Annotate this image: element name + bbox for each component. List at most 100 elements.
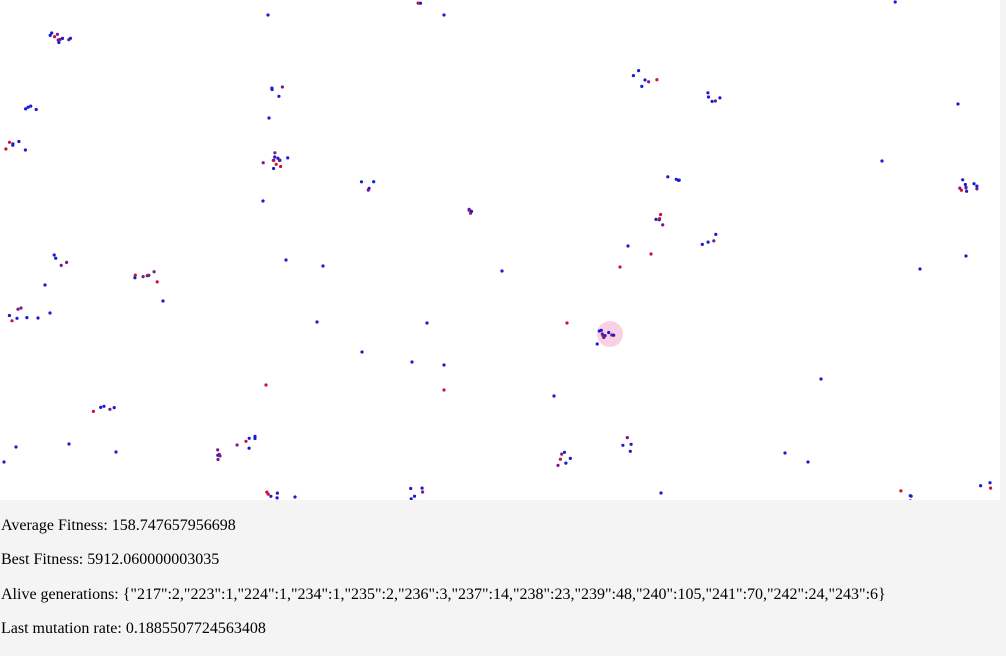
creature-dot bbox=[654, 217, 658, 221]
creature-dot bbox=[649, 252, 653, 256]
creature-dot bbox=[2, 460, 6, 464]
average-fitness-text: Average Fitness: 158.747657956698 bbox=[1, 517, 236, 534]
creature-dot bbox=[114, 450, 118, 454]
creature-dot bbox=[595, 342, 599, 346]
creature-dot bbox=[58, 37, 62, 42]
creature-dot bbox=[91, 409, 95, 413]
creature-dot bbox=[961, 178, 965, 182]
creature-dot bbox=[564, 461, 568, 465]
creature-dot bbox=[806, 460, 810, 464]
creature-dot bbox=[964, 254, 968, 258]
creature-dot bbox=[712, 239, 716, 243]
creature-dot bbox=[272, 166, 276, 171]
creature-dot bbox=[29, 104, 33, 108]
last-mutation-rate-text: Last mutation rate: 0.1885507724563408 bbox=[1, 620, 266, 637]
creature-dot bbox=[469, 209, 474, 213]
creature-dot bbox=[706, 95, 711, 99]
creature-dot bbox=[607, 330, 611, 335]
creature-dot bbox=[710, 99, 714, 103]
creature-dot bbox=[276, 156, 280, 160]
creature-dot bbox=[599, 328, 603, 332]
creature-dot bbox=[146, 273, 150, 277]
best-fitness-text: Best Fitness: 5912.060000003035 bbox=[1, 551, 220, 568]
creature-dot bbox=[893, 0, 897, 4]
creature-dot bbox=[24, 107, 28, 111]
creature-dot bbox=[10, 319, 14, 323]
creature-dot bbox=[274, 162, 278, 166]
creature-dot bbox=[600, 332, 604, 336]
creature-dot bbox=[16, 307, 20, 311]
creature-dot bbox=[284, 258, 288, 262]
creature-dot bbox=[59, 263, 63, 267]
creature-dot bbox=[57, 40, 61, 45]
creature-dot bbox=[410, 360, 414, 364]
creature-dot bbox=[278, 158, 282, 162]
creature-dot bbox=[418, 1, 423, 5]
creature-dot bbox=[359, 180, 364, 184]
creature-dot bbox=[420, 486, 424, 490]
creature-dot bbox=[416, 1, 420, 5]
creature-dot bbox=[629, 442, 633, 446]
creature-dot bbox=[706, 91, 710, 95]
creature-dot bbox=[36, 316, 40, 320]
creature-dot bbox=[48, 33, 52, 38]
creature-dot bbox=[217, 452, 221, 456]
creature-dot bbox=[975, 187, 979, 191]
creature-dot bbox=[425, 321, 429, 325]
creature-dot bbox=[23, 148, 27, 152]
creature-dot bbox=[659, 212, 663, 217]
creature-dot bbox=[700, 242, 704, 246]
creature-dot bbox=[631, 74, 636, 78]
creature-dot bbox=[467, 207, 471, 211]
creature-dot bbox=[43, 283, 47, 287]
creature-dot bbox=[562, 450, 567, 454]
creature-dot bbox=[279, 164, 283, 169]
creature-dot bbox=[321, 264, 325, 268]
creature-dot bbox=[17, 139, 21, 144]
creature-dot bbox=[11, 143, 15, 147]
creature-dot bbox=[661, 223, 665, 227]
creature-dot bbox=[959, 188, 964, 192]
creature-dot bbox=[628, 449, 632, 453]
creature-dot bbox=[112, 406, 116, 410]
creature-dot bbox=[714, 232, 718, 236]
creature-dot bbox=[706, 240, 710, 244]
creature-dot bbox=[19, 306, 23, 310]
creature-dot bbox=[275, 491, 279, 495]
creature-dot bbox=[286, 156, 290, 160]
creature-dot bbox=[989, 486, 993, 490]
creature-dot bbox=[133, 276, 137, 280]
creature-dot bbox=[618, 265, 622, 269]
creature-dot bbox=[783, 451, 787, 455]
creature-dot bbox=[560, 452, 564, 456]
creature-dot bbox=[247, 436, 251, 440]
creature-dot bbox=[270, 87, 274, 92]
creature-dot bbox=[261, 199, 265, 203]
creature-dot bbox=[216, 457, 220, 462]
creature-layer bbox=[2, 0, 993, 500]
creature-dot bbox=[964, 186, 968, 190]
creature-dot bbox=[277, 94, 281, 98]
creature-dot bbox=[421, 490, 425, 494]
creature-dot bbox=[99, 405, 103, 409]
creature-dot bbox=[366, 188, 370, 192]
creature-dot bbox=[442, 363, 446, 367]
creature-dot bbox=[713, 99, 718, 103]
creature-dot bbox=[247, 446, 251, 450]
alive-generations-text: Alive generations: {"217":2,"223":1,"224… bbox=[1, 586, 886, 603]
creature-dot bbox=[15, 316, 19, 320]
creature-dot bbox=[4, 147, 8, 151]
creature-dot bbox=[133, 273, 137, 277]
creature-dot bbox=[155, 280, 159, 284]
creature-dot bbox=[640, 84, 644, 88]
creature-dot bbox=[52, 253, 56, 257]
creature-dot bbox=[880, 159, 884, 163]
creature-dot bbox=[244, 439, 248, 443]
creature-dot bbox=[273, 155, 277, 159]
creature-dot bbox=[442, 13, 446, 17]
creature-dot bbox=[568, 456, 572, 460]
creature-dot bbox=[409, 486, 413, 491]
creature-dot bbox=[625, 436, 629, 440]
simulation-canvas[interactable] bbox=[0, 0, 1000, 500]
creature-dot bbox=[141, 275, 145, 279]
